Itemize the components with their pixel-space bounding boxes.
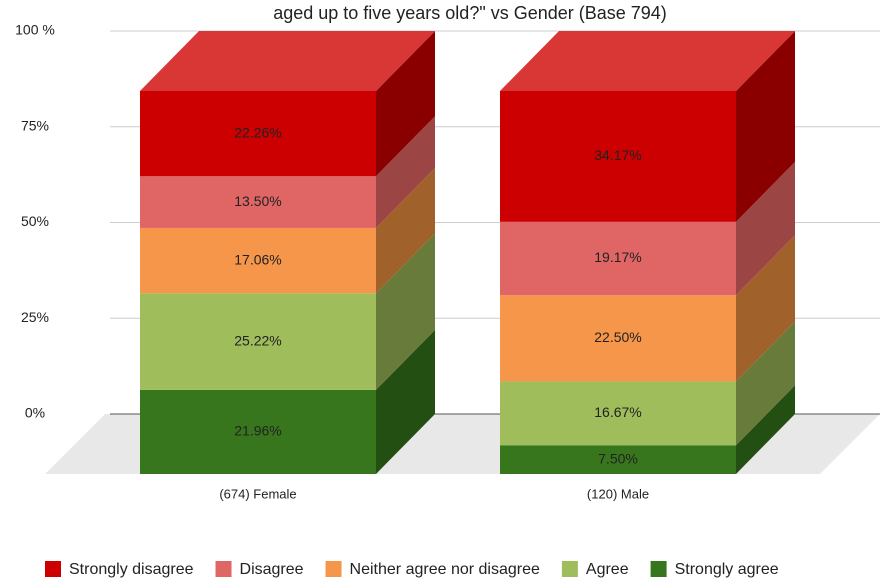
data-label: 19.17% <box>594 249 641 265</box>
bar-segment <box>500 445 736 474</box>
bar-segment <box>500 221 736 296</box>
bar-side <box>376 233 435 390</box>
data-label: 7.50% <box>598 450 638 466</box>
bar-side <box>376 167 435 294</box>
bar-side <box>376 31 435 177</box>
x-tick-label: (120) Male <box>587 486 649 501</box>
bar-segment <box>140 389 376 474</box>
legend-label: Strongly disagree <box>69 561 194 578</box>
data-label: 13.50% <box>234 193 281 209</box>
chart-title: aged up to five years old?" vs Gender (B… <box>273 3 667 23</box>
data-label: 22.50% <box>594 329 641 345</box>
bar-side <box>376 329 435 474</box>
bar-segment <box>500 90 736 222</box>
bar-side <box>736 161 795 296</box>
data-label: 25.22% <box>234 332 281 348</box>
y-tick-label: 0% <box>25 405 45 421</box>
data-label: 22.26% <box>234 124 281 140</box>
y-tick-label: 75% <box>21 117 49 133</box>
y-tick-label: 100 % <box>15 22 55 38</box>
legend-label: Disagree <box>240 561 304 578</box>
bar-segment <box>140 227 376 294</box>
bar-side <box>736 321 795 446</box>
legend-swatch <box>561 561 578 577</box>
data-label: 17.06% <box>234 251 281 267</box>
bar-segment <box>140 176 376 228</box>
legend-swatch <box>325 561 342 577</box>
bar-segment <box>500 381 736 446</box>
bar-segment <box>140 91 376 177</box>
legend-swatch <box>650 561 667 577</box>
bar-segment <box>140 293 376 390</box>
data-label: 34.17% <box>594 147 641 163</box>
legend-swatch <box>45 561 61 577</box>
bar-side <box>376 116 435 228</box>
data-label: 16.67% <box>594 404 641 420</box>
bar-top <box>140 31 435 91</box>
bar-side <box>736 385 795 474</box>
bar-top <box>500 30 795 91</box>
legend-label: Agree <box>586 561 629 578</box>
bar-side <box>736 30 795 222</box>
x-tick-label: (674) Female <box>219 486 296 501</box>
legend-label: Neither agree nor disagree <box>350 561 540 578</box>
y-tick-label: 25% <box>21 309 49 325</box>
bar-segment <box>500 295 736 382</box>
data-label: 21.96% <box>234 423 281 439</box>
bar-side <box>736 235 795 382</box>
legend-swatch <box>215 561 232 577</box>
legend-label: Strongly agree <box>675 561 779 578</box>
y-tick-label: 50% <box>21 213 49 229</box>
